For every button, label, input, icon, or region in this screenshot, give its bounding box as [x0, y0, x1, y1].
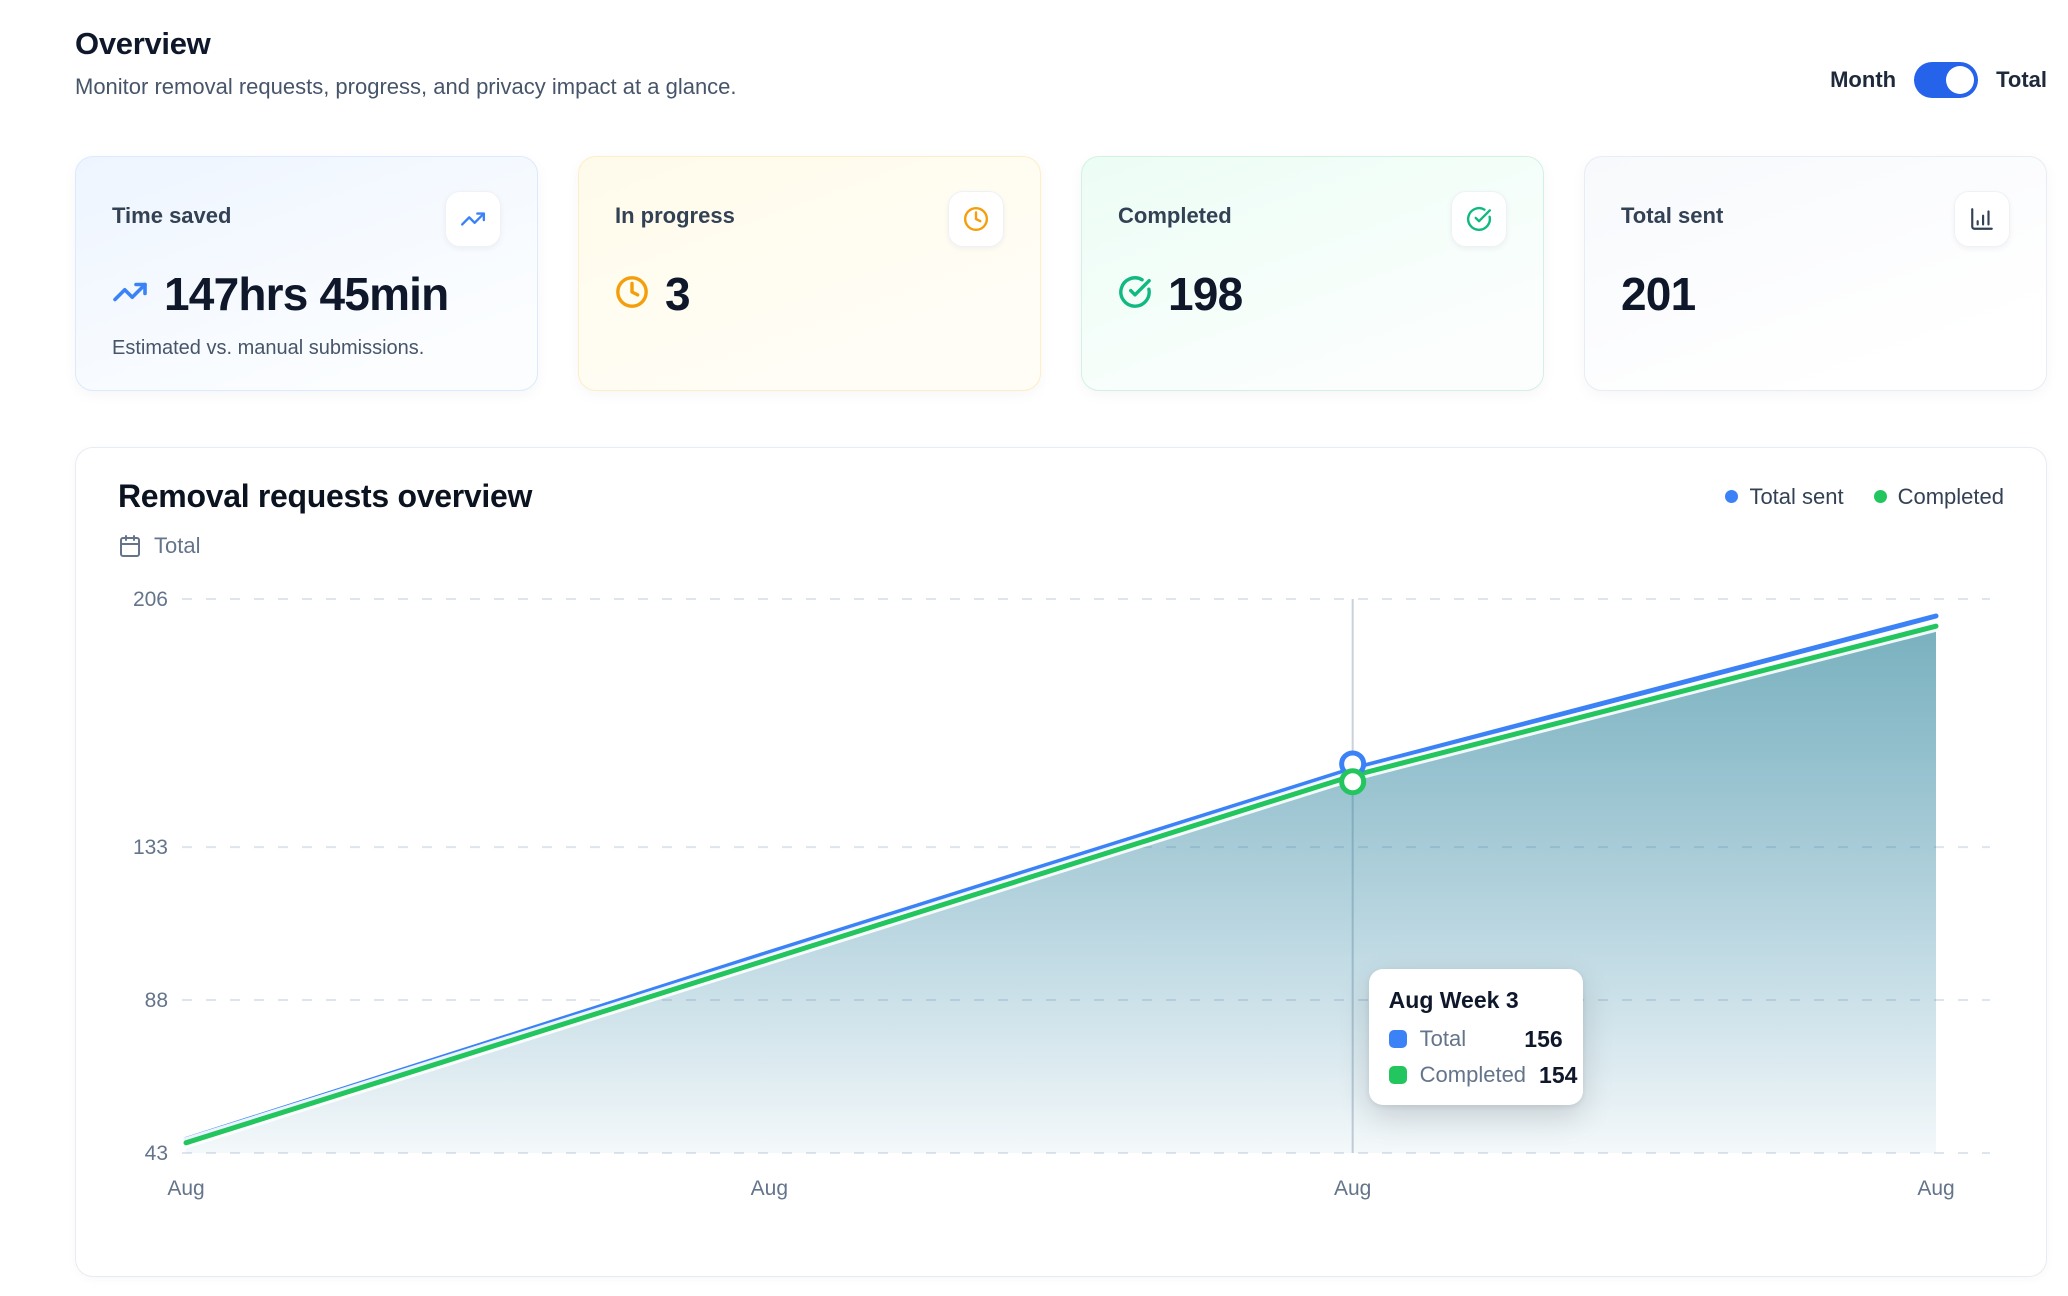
tooltip-series-chip [1388, 1066, 1407, 1085]
svg-text:88: 88 [145, 989, 168, 1012]
stat-value: 147hrs 45min [164, 268, 449, 320]
removal-requests-card: Removal requests overview Total sent Comp… [75, 447, 2047, 1277]
toggle-label-month: Month [1830, 67, 1897, 92]
svg-text:Aug: Aug [1334, 1177, 1371, 1200]
tooltip-row-1: Completed 154 [1388, 1062, 1577, 1089]
stat-label: Time saved [112, 203, 232, 228]
clock-icon [615, 275, 649, 314]
stat-card-time-saved: Time saved 147hrs 45min Estimated vs. ma… [75, 156, 538, 391]
tooltip-series-chip [1388, 1030, 1407, 1049]
toggle-label-total: Total [1996, 67, 2047, 92]
svg-text:Aug: Aug [167, 1177, 204, 1200]
tooltip-title: Aug Week 3 [1388, 986, 1519, 1013]
legend-item-0[interactable]: Total sent [1725, 483, 1844, 510]
svg-text:Aug: Aug [751, 1177, 788, 1200]
chart-legend: Total sent Completed [1725, 484, 2004, 510]
chart-plot[interactable]: 206 133 88 43 Aug Aug Aug Aug Aug Week 3 Total 1… [106, 583, 2016, 1203]
chart-title: Removal requests overview [118, 478, 533, 514]
tooltip-series-value: 156 [1524, 1025, 1563, 1052]
page-header: Overview Monitor removal requests, progr… [75, 26, 2047, 100]
legend-item-1[interactable]: Completed [1873, 483, 2004, 510]
trending-up-icon [112, 274, 148, 315]
trending-up-icon [445, 191, 501, 247]
tooltip-series-label: Total [1419, 1026, 1467, 1052]
stat-value: 201 [1621, 268, 1696, 320]
range-row: Total [106, 533, 2016, 559]
check-circle-icon [1451, 191, 1507, 247]
legend-dot-icon [1873, 490, 1887, 503]
check-circle-icon [1118, 275, 1152, 314]
clock-icon [948, 191, 1004, 247]
stat-label: Total sent [1621, 203, 1724, 228]
period-toggle-group: Month Total [1830, 62, 2047, 100]
stat-label: In progress [615, 203, 735, 228]
tooltip-series-label: Completed [1419, 1062, 1527, 1088]
svg-text:Aug: Aug [1917, 1177, 1954, 1200]
tooltip-row-0: Total 156 [1388, 1025, 1563, 1053]
legend-dot-icon [1725, 490, 1739, 503]
stat-card-completed: Completed 198 [1081, 156, 1544, 391]
legend-label: Total sent [1749, 483, 1844, 509]
bar-chart-icon [1954, 191, 2010, 247]
stat-value: 198 [1168, 268, 1243, 320]
page-title: Overview [75, 26, 211, 61]
stat-value: 3 [665, 268, 691, 320]
stat-card-total-sent: Total sent 201 [1584, 156, 2047, 391]
svg-text:43: 43 [145, 1142, 168, 1165]
svg-text:206: 206 [133, 588, 168, 611]
stat-cards-row: Time saved 147hrs 45min Estimated vs. ma… [75, 156, 2047, 391]
period-toggle-switch[interactable] [1914, 62, 1979, 98]
stat-card-in-progress: In progress 3 [578, 156, 1041, 391]
page-subtitle: Monitor removal requests, progress, and … [75, 74, 737, 99]
toggle-knob [1946, 66, 1975, 94]
stat-subtitle: Estimated vs. manual submissions. [112, 337, 425, 359]
header-text: Overview Monitor removal requests, progr… [75, 26, 737, 100]
tooltip-series-value: 154 [1539, 1061, 1578, 1088]
legend-label: Completed [1897, 483, 2004, 509]
calendar-icon [118, 534, 142, 558]
stat-label: Completed [1118, 203, 1232, 228]
svg-text:133: 133 [133, 836, 168, 859]
range-label: Total [154, 533, 201, 558]
chart-tooltip: Aug Week 3 Total 156 Completed 154 [1368, 968, 1583, 1105]
